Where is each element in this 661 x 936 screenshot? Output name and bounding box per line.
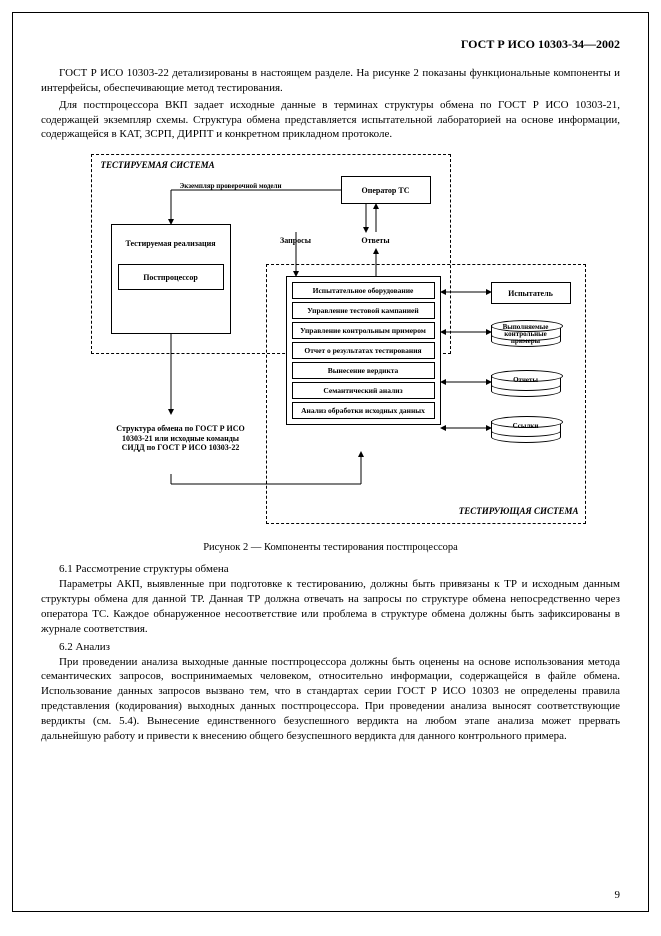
para-2: Для постпроцессора ВКП задает исходные д… [41,98,620,143]
diagram-canvas: ТЕСТИРУЕМАЯ СИСТЕМА Оператор ТС Экземпля… [71,154,591,534]
tester-box: Испытатель [491,282,571,304]
sec-6-2-para: При проведении анализа выходные данные п… [41,655,620,744]
sec-6-1-para: Параметры АКП, выявленные при подготовке… [41,577,620,636]
component-stack: Испытательное оборудование Управление те… [286,276,441,425]
figure-2: ТЕСТИРУЕМАЯ СИСТЕМА Оператор ТС Экземпля… [71,154,591,534]
stack-item-0: Испытательное оборудование [292,282,435,299]
sec-6-1-body: Параметры АКП, выявленные при подготовке… [41,577,620,636]
exec-cylinder-label: Выполняемые контрольные примеры [491,324,561,345]
impl-label: Тестируемая реализация [118,239,224,248]
operator-box: Оператор ТС [341,176,431,204]
stack-item-3: Отчет о результатах тестирования [292,342,435,359]
exec-cylinder: Выполняемые контрольные примеры [491,320,561,344]
stack-item-6: Анализ обработки исходных данных [292,402,435,419]
para-1: ГОСТ Р ИСО 10303-22 детализированы в нас… [41,66,620,96]
stack-item-1: Управление тестовой кампанией [292,302,435,319]
stack-item-5: Семантический анализ [292,382,435,399]
sut-title: ТЕСТИРУЕМАЯ СИСТЕМА [101,160,215,170]
sec-6-2-head: 6.2 Анализ [41,641,620,653]
intro-block: ГОСТ Р ИСО 10303-22 детализированы в нас… [41,66,620,142]
page-frame: ГОСТ Р ИСО 10303-34—2002 ГОСТ Р ИСО 1030… [12,12,649,912]
sec-6-2-body: При проведении анализа выходные данные п… [41,655,620,744]
stack-item-4: Вынесение вердикта [292,362,435,379]
zapros-label: Запросы [271,236,321,245]
links-cylinder: Ссылки [491,416,561,440]
links-cylinder-label: Ссылки [491,423,561,430]
figure-caption: Рисунок 2 — Компоненты тестирования пост… [41,542,620,553]
sec-6-1-head: 6.1 Рассмотрение структуры обмена [41,563,620,575]
doc-header: ГОСТ Р ИСО 10303-34—2002 [41,37,620,52]
struct-label: Структура обмена по ГОСТ Р ИСО 10303-21 … [111,424,251,453]
stack-item-2: Управление контрольным примером [292,322,435,339]
model-label: Экземпляр проверочной модели [161,182,301,190]
reports-cylinder-label: Отчеты [491,377,561,384]
page-number: 9 [615,889,621,901]
postprocessor-box: Постпроцессор [118,264,224,290]
impl-outer-box: Тестируемая реализация Постпроцессор [111,224,231,334]
reports-cylinder: Отчеты [491,370,561,394]
otvet-label: Ответы [351,236,401,245]
ts-title: ТЕСТИРУЮЩАЯ СИСТЕМА [459,506,579,516]
